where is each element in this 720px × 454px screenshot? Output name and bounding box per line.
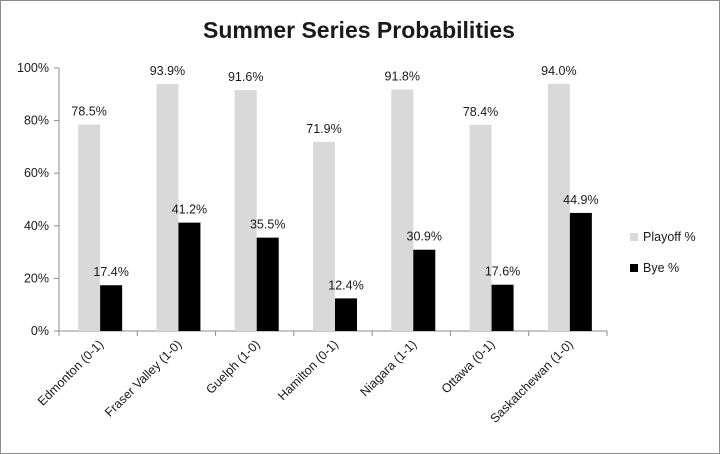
bye-data-label: 17.4% xyxy=(93,265,128,279)
x-tick-label: Fraser Valley (1-0) xyxy=(102,337,184,419)
bye-bar xyxy=(256,237,279,331)
bye-bar xyxy=(491,284,514,331)
bye-data-label: 12.4% xyxy=(328,278,363,292)
y-tick-label: 0% xyxy=(31,324,49,338)
playoff-data-label: 94.0% xyxy=(541,64,576,78)
playoff-bar xyxy=(547,83,570,331)
legend-swatch-playoff xyxy=(630,233,638,241)
bye-data-label: 30.9% xyxy=(407,230,442,244)
x-tick-label: Hamilton (0-1) xyxy=(275,337,341,403)
legend-label-playoff: Playoff % xyxy=(643,230,696,244)
bye-bar xyxy=(413,249,436,331)
playoff-data-label: 71.9% xyxy=(306,122,341,136)
bars xyxy=(78,83,592,331)
playoff-bar xyxy=(313,141,335,331)
y-tick-label: 40% xyxy=(24,219,49,233)
legend-label-bye: Bye % xyxy=(643,261,679,275)
y-tick-label: 60% xyxy=(24,166,49,180)
data-labels: 78.5% 17.4% 93.9% 41.2% 91.6% 35.5% 71.9% 12.4%… xyxy=(71,64,598,293)
bye-bar xyxy=(178,222,201,331)
playoff-bar xyxy=(469,124,492,331)
bye-bar xyxy=(569,212,592,331)
x-tick-label: Guelph (1-0) xyxy=(203,337,263,397)
x-tick-label: Edmonton (0-1) xyxy=(35,337,106,408)
playoff-data-label: 78.5% xyxy=(71,105,106,119)
playoff-data-label: 78.4% xyxy=(463,105,498,119)
legend-swatch-bye xyxy=(630,264,638,272)
bye-data-label: 17.6% xyxy=(485,265,520,279)
bye-bar xyxy=(100,285,123,331)
playoff-bar xyxy=(78,124,101,331)
playoff-data-label: 93.9% xyxy=(150,64,185,78)
playoff-data-label: 91.8% xyxy=(385,70,420,84)
bye-bar xyxy=(335,298,357,331)
y-tick-label: 80% xyxy=(24,114,49,128)
y-tick-label: 20% xyxy=(24,271,49,285)
y-tick-label: 100% xyxy=(17,61,49,75)
legend: Playoff % Bye % xyxy=(630,230,696,275)
x-tick-label: Ottawa (0-1) xyxy=(439,337,498,396)
x-tick-label: Saskatchewan (1-0) xyxy=(487,337,576,426)
x-tick-labels: Edmonton (0-1)Fraser Valley (1-0) Guelph … xyxy=(35,337,576,426)
bye-data-label: 41.2% xyxy=(172,203,207,217)
bye-data-label: 35.5% xyxy=(250,218,285,232)
playoff-bar xyxy=(391,89,414,331)
playoff-bar xyxy=(234,90,257,331)
playoff-bar xyxy=(156,84,179,331)
playoff-data-label: 91.6% xyxy=(228,70,263,84)
y-tick-labels: 0% 20% 40% 60% 80% 100% xyxy=(17,61,49,338)
x-tick-label: Niagara (1-1) xyxy=(357,337,419,399)
chart-title: Summer Series Probabilities xyxy=(203,17,515,43)
bye-data-label: 44.9% xyxy=(563,193,598,207)
